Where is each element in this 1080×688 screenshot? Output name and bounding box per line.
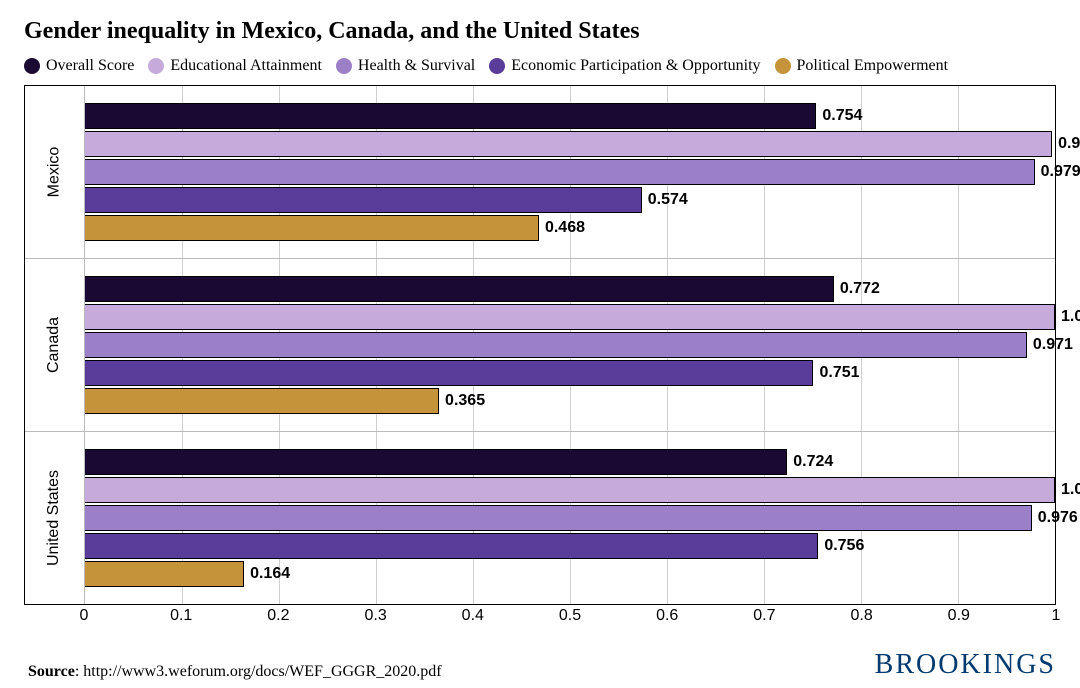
bar <box>85 131 1052 157</box>
bar-value-label: 0.164 <box>250 565 290 583</box>
bar-value-label: 0.971 <box>1033 336 1073 354</box>
legend-item: Political Empowerment <box>775 57 949 75</box>
x-tick-label: 0.1 <box>170 607 192 625</box>
x-tick-label: 0.7 <box>753 607 775 625</box>
chart-area: MexicoCanadaUnited States 0.7540.9970.97… <box>24 85 1056 605</box>
bar <box>85 533 818 559</box>
y-axis-group-label: United States <box>25 432 84 604</box>
y-axis-group-label: Mexico <box>25 86 84 259</box>
plot-area: 0.7540.9970.9790.5740.4680.7721.0000.971… <box>85 86 1055 604</box>
bar-group: 0.754 0.9970.979 0.574 0.468 <box>85 86 1055 259</box>
bar-row: 0.751 <box>85 360 1055 386</box>
bar-row: 0.468 <box>85 215 1055 241</box>
bar-row: 0.971 <box>85 332 1055 358</box>
bar-value-label: 0.979 <box>1041 163 1080 181</box>
y-axis-labels: MexicoCanadaUnited States <box>25 86 85 604</box>
bar <box>85 103 816 129</box>
bar-row: 0.997 <box>85 131 1055 157</box>
bar-value-label: 0.365 <box>445 392 485 410</box>
bar <box>85 388 439 414</box>
bar-row: 0.976 <box>85 505 1055 531</box>
legend-item: Educational Attainment <box>148 57 322 75</box>
source-label: Source <box>28 663 75 680</box>
legend-label: Educational Attainment <box>170 57 322 75</box>
x-tick-label: 0.3 <box>364 607 386 625</box>
bar-value-label: 0.724 <box>793 453 833 471</box>
legend-swatch <box>489 58 505 74</box>
x-tick-label: 0.5 <box>559 607 581 625</box>
bar <box>85 561 244 587</box>
bar-value-label: 0.468 <box>545 219 585 237</box>
legend-item: Overall Score <box>24 57 134 75</box>
footer: Source: http://www3.weforum.org/docs/WEF… <box>24 649 1056 681</box>
bar-value-label: 0.756 <box>824 537 864 555</box>
bar-groups: 0.7540.9970.9790.5740.4680.7721.0000.971… <box>85 86 1055 604</box>
y-axis-group-label: Canada <box>25 259 84 432</box>
chart-title: Gender inequality in Mexico, Canada, and… <box>24 18 1056 45</box>
bar <box>85 304 1055 330</box>
legend-label: Overall Score <box>46 57 134 75</box>
bar-row: 0.979 <box>85 159 1055 185</box>
legend-swatch <box>148 58 164 74</box>
bar <box>85 276 834 302</box>
legend-swatch <box>775 58 791 74</box>
bar <box>85 477 1055 503</box>
bar-row: 1.000 <box>85 477 1055 503</box>
bar-value-label: 0.751 <box>819 364 859 382</box>
bar-value-label: 0.754 <box>822 107 862 125</box>
bar-row: 0.574 <box>85 187 1055 213</box>
x-tick-label: 0.9 <box>948 607 970 625</box>
bar <box>85 505 1032 531</box>
bar-row: 0.164 <box>85 561 1055 587</box>
legend-item: Health & Survival <box>336 57 475 75</box>
legend-swatch <box>336 58 352 74</box>
bar <box>85 187 642 213</box>
bar-value-label: 0.976 <box>1038 509 1078 527</box>
bar <box>85 360 813 386</box>
legend: Overall Score Educational Attainment Healt… <box>24 57 1056 75</box>
bar-group: 0.724 1.0000.976 0.756 0.164 <box>85 432 1055 604</box>
x-tick-label: 0.6 <box>656 607 678 625</box>
bar-value-label: 0.997 <box>1058 135 1080 153</box>
legend-label: Economic Participation & Opportunity <box>511 57 760 75</box>
bar-value-label: 0.574 <box>648 191 688 209</box>
bar <box>85 215 539 241</box>
source-line: Source: http://www3.weforum.org/docs/WEF… <box>28 663 442 681</box>
x-tick-label: 1 <box>1052 607 1061 625</box>
brookings-logo: BROOKINGS <box>875 649 1056 681</box>
source-url: http://www3.weforum.org/docs/WEF_GGGR_20… <box>83 663 441 680</box>
bar-value-label: 1.000 <box>1061 481 1080 499</box>
legend-label: Political Empowerment <box>797 57 949 75</box>
bar-row: 0.365 <box>85 388 1055 414</box>
x-tick-label: 0.2 <box>267 607 289 625</box>
legend-swatch <box>24 58 40 74</box>
bar-row: 0.724 <box>85 449 1055 475</box>
bar-row: 1.000 <box>85 304 1055 330</box>
bar <box>85 332 1027 358</box>
bar <box>85 449 787 475</box>
bar <box>85 159 1035 185</box>
bar-row: 0.772 <box>85 276 1055 302</box>
x-tick-label: 0 <box>80 607 89 625</box>
x-tick-label: 0.8 <box>850 607 872 625</box>
legend-label: Health & Survival <box>358 57 475 75</box>
bar-row: 0.754 <box>85 103 1055 129</box>
legend-item: Economic Participation & Opportunity <box>489 57 760 75</box>
x-axis: 00.10.20.30.40.50.60.70.80.91 <box>84 605 1056 629</box>
bar-row: 0.756 <box>85 533 1055 559</box>
bar-group: 0.772 1.0000.971 0.751 0.365 <box>85 259 1055 432</box>
x-tick-label: 0.4 <box>462 607 484 625</box>
bar-value-label: 1.000 <box>1061 308 1080 326</box>
bar-value-label: 0.772 <box>840 280 880 298</box>
